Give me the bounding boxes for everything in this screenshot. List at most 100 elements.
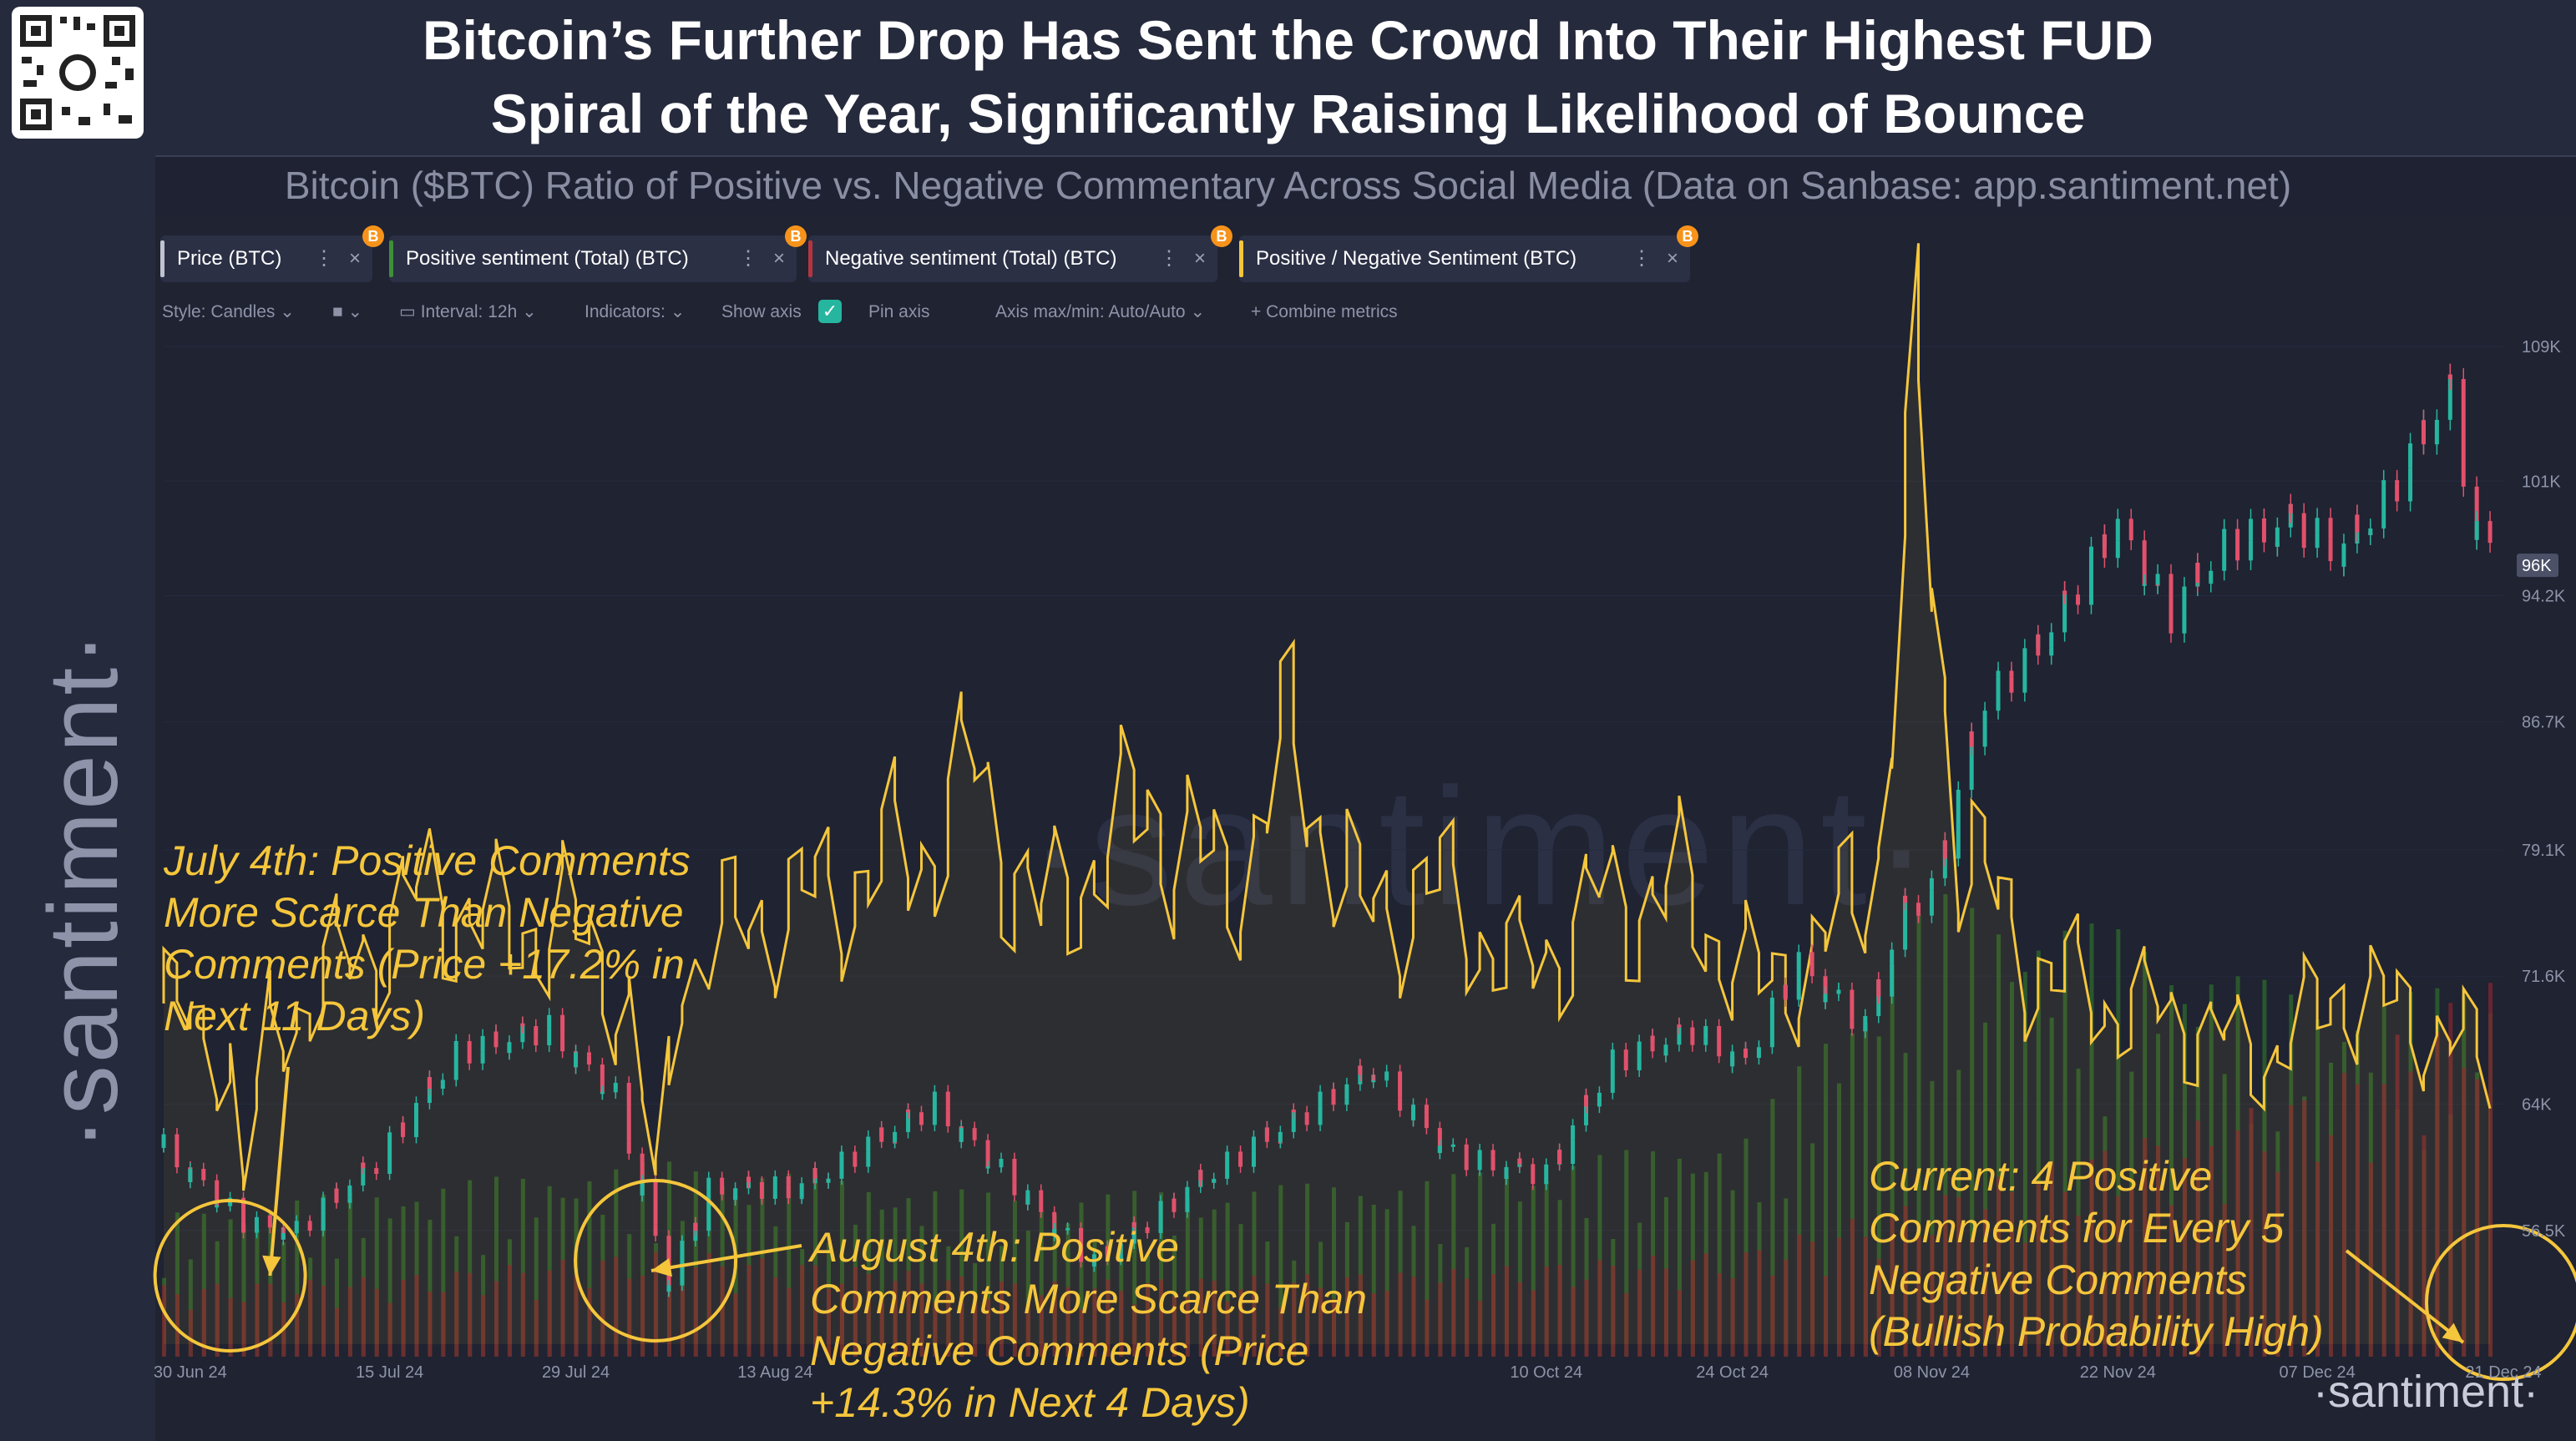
positive-sentiment-bar [1717, 1153, 1722, 1357]
candle-body [680, 1241, 685, 1243]
negative-sentiment-bar [2143, 1138, 2148, 1357]
combine-label: Combine metrics [1266, 302, 1398, 321]
negative-sentiment-bar [1371, 1293, 1376, 1357]
show-axis-label: Show axis [721, 302, 802, 321]
negative-sentiment-bar [973, 1293, 978, 1357]
positive-sentiment-bar [441, 1188, 446, 1357]
candle-body [1903, 895, 1908, 903]
candle-body [175, 1134, 180, 1153]
candle-body [1225, 1151, 1230, 1156]
candle-body [1663, 1044, 1668, 1056]
positive-sentiment-bar [347, 1193, 352, 1357]
candle-body [1769, 998, 1774, 1006]
positive-sentiment-bar [2116, 929, 2121, 1357]
candle-body [175, 1152, 180, 1168]
arrow-july [268, 1066, 290, 1277]
pin-axis-toggle[interactable]: Pin axis [868, 302, 930, 321]
candle-body [1318, 1091, 1323, 1105]
positive-sentiment-bar [587, 1181, 592, 1357]
more-options-icon[interactable]: ⋮ [1159, 247, 1179, 270]
tab-negative-sentiment[interactable]: Negative sentiment (Total) (BTC) ⋮ × [808, 235, 1217, 282]
negative-sentiment-bar [1159, 1279, 1164, 1357]
close-icon[interactable]: × [348, 247, 361, 270]
negative-sentiment-bar [201, 1288, 206, 1357]
highlight-circle-current [2425, 1224, 2576, 1381]
positive-sentiment-bar [2076, 1069, 2081, 1357]
candle-body [1597, 1092, 1602, 1098]
axis-maxmin-selector[interactable]: Axis max/min: Auto/Auto ⌄ [995, 302, 1206, 321]
negative-sentiment-bar [1079, 1309, 1084, 1357]
indicators-selector[interactable]: Indicators: ⌄ [585, 302, 686, 321]
positive-sentiment-bar [1225, 1202, 1230, 1357]
close-icon[interactable]: × [772, 247, 785, 270]
candle-body [626, 1140, 631, 1154]
candle-body [2487, 521, 2492, 544]
negative-sentiment-bar [946, 1280, 951, 1357]
tab-positive-sentiment[interactable]: Positive sentiment (Total) (BTC) ⋮ × [389, 235, 797, 282]
positive-sentiment-bar [1943, 894, 1948, 1357]
santiment-corner-logo: ·santiment· [2313, 1367, 2539, 1417]
chart-subtitle: Bitcoin ($BTC) Ratio of Positive vs. Neg… [284, 164, 2292, 207]
more-options-icon[interactable]: ⋮ [314, 247, 334, 270]
candle-body [640, 1181, 645, 1196]
candle-body [733, 1188, 738, 1201]
candle-body [1477, 1150, 1482, 1164]
show-axis-checkbox[interactable]: ✓ [818, 300, 842, 323]
tab-positive-negative-ratio[interactable]: Positive / Negative Sentiment (BTC) ⋮ × [1239, 235, 1690, 282]
candle-body [241, 1197, 246, 1221]
x-axis-tick-label: 29 Jul 24 [542, 1363, 610, 1382]
candle-body [2142, 584, 2147, 586]
annotation-current: Current: 4 Positive Comments for Every 5… [1869, 1153, 2324, 1355]
tab-price-btc[interactable]: Price (BTC) ⋮ × [160, 235, 372, 282]
negative-sentiment-bar [1784, 1259, 1789, 1357]
negative-sentiment-bar [1970, 1238, 1975, 1357]
candle-body [2169, 614, 2174, 634]
negative-sentiment-bar [2381, 1084, 2386, 1357]
candle-body [2088, 564, 2093, 605]
negative-sentiment-bar [2116, 1196, 2121, 1357]
y-axis-tick-label: 109K [2522, 338, 2561, 356]
negative-sentiment-bar [627, 1278, 632, 1357]
close-icon[interactable]: × [1666, 247, 1678, 270]
candle-body [1942, 840, 1947, 859]
positive-sentiment-bar [1876, 1036, 1881, 1357]
y-axis-tick-label: 79.1K [2522, 842, 2566, 860]
candle-body [254, 1216, 259, 1231]
negative-sentiment-bar [308, 1279, 313, 1357]
candle-body [653, 1181, 658, 1225]
candle-body [188, 1169, 193, 1182]
negative-sentiment-bar [1132, 1304, 1137, 1357]
interval-selector[interactable]: ▭ Interval: 12h ⌄ [399, 302, 537, 321]
highlight-circle-august [574, 1179, 738, 1342]
color-selector[interactable]: ■ ⌄ [332, 302, 363, 321]
positive-sentiment-bar [1278, 1185, 1283, 1357]
candle-body [321, 1197, 326, 1211]
x-axis-tick-label: 30 Jun 24 [154, 1363, 227, 1382]
close-icon[interactable]: × [1193, 247, 1206, 270]
positive-sentiment-bar [1730, 1190, 1735, 1357]
more-options-icon[interactable]: ⋮ [1632, 247, 1652, 270]
candle-body [1783, 984, 1788, 1000]
candle-body [2182, 609, 2187, 634]
chart-title-line-2: Spiral of the Year, Significantly Raisin… [490, 83, 2086, 144]
arrow-current-head [2442, 1322, 2463, 1342]
negative-sentiment-bar [1824, 1276, 1829, 1357]
negative-sentiment-bar [547, 1270, 552, 1357]
combine-metrics-button[interactable]: + Combine metrics [1251, 299, 1398, 326]
negative-sentiment-bar [2209, 1145, 2214, 1357]
candle-body [1517, 1158, 1522, 1165]
candle-body [1796, 952, 1801, 970]
y-axis-tick-label: 86.7K [2522, 714, 2566, 732]
negative-sentiment-bar [401, 1280, 406, 1357]
positive-sentiment-bar [334, 1258, 339, 1357]
negative-sentiment-bar [853, 1267, 858, 1357]
more-options-icon[interactable]: ⋮ [738, 247, 758, 270]
negative-sentiment-bar [2076, 1216, 2081, 1357]
negative-sentiment-bar [162, 1285, 166, 1357]
candle-body [1969, 731, 1974, 747]
candle-body [2155, 574, 2160, 585]
negative-sentiment-bar [1624, 1292, 1629, 1357]
candle-body [1172, 1198, 1177, 1212]
style-selector[interactable]: Style: Candles ⌄ [162, 302, 295, 321]
